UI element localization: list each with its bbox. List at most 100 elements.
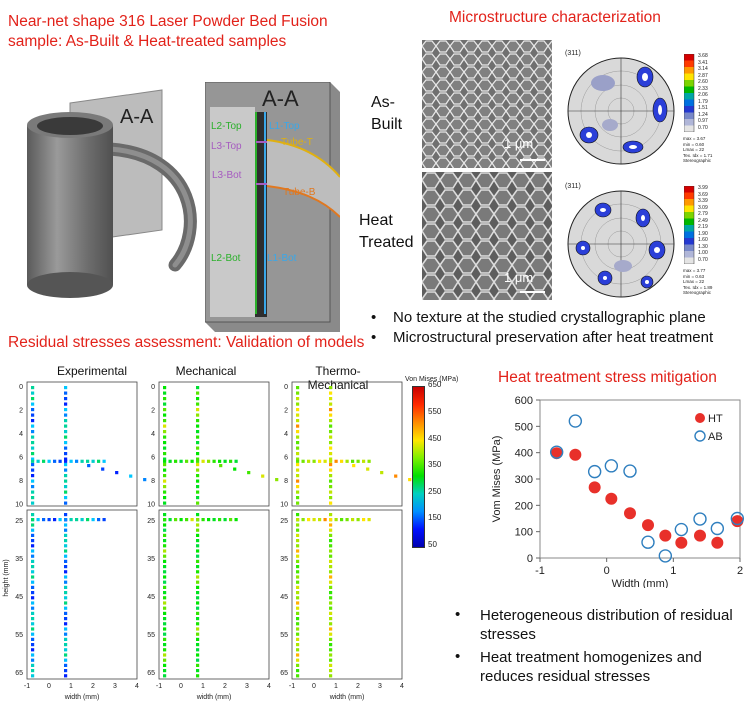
micro-bullet-1: • No texture at the studied crystallograp… xyxy=(371,309,706,326)
map-point xyxy=(296,596,300,600)
map-point xyxy=(31,533,35,537)
mug-cad-model xyxy=(27,89,197,298)
pole-figure-heat-treated xyxy=(567,190,675,298)
map-point xyxy=(64,663,68,667)
map-point xyxy=(163,596,167,600)
y-tick-label: 200 xyxy=(515,500,533,512)
map-point xyxy=(329,513,333,517)
map-point xyxy=(296,479,300,483)
map-point xyxy=(91,518,95,522)
pf2-stat-1: min = 0.63 xyxy=(683,273,705,279)
map-point xyxy=(329,490,333,494)
map-xtick: 2 xyxy=(91,683,95,690)
map-point xyxy=(329,386,333,390)
map-point xyxy=(329,575,333,579)
map-point xyxy=(296,539,300,543)
map-point xyxy=(307,518,311,522)
map-point xyxy=(64,539,68,543)
map-point xyxy=(196,539,200,543)
map-point xyxy=(329,611,333,615)
map-point xyxy=(296,658,300,662)
map-point xyxy=(64,474,68,478)
map-point xyxy=(329,408,333,412)
map-point xyxy=(163,435,167,439)
map-point xyxy=(163,627,167,631)
map-point xyxy=(64,496,68,500)
map-point xyxy=(163,513,167,517)
map-point xyxy=(212,459,216,463)
label-l1-top: L1-Top xyxy=(269,121,300,132)
map-xtick: 4 xyxy=(400,683,404,690)
map-point xyxy=(115,471,119,475)
map-point xyxy=(163,485,167,489)
map-ytick-top: 4 xyxy=(19,431,23,438)
map-point xyxy=(31,554,35,558)
map-point xyxy=(196,580,200,584)
map-point xyxy=(69,518,73,522)
map-point xyxy=(64,490,68,494)
map-point xyxy=(329,669,333,673)
map-point xyxy=(351,459,355,463)
map-point xyxy=(64,533,68,537)
pf2-scale: 3.99 3.69 3.39 3.09 2.79 2.49 2.19 1.90 … xyxy=(698,185,708,263)
map-point xyxy=(296,513,300,517)
map-point xyxy=(163,459,167,463)
map-point xyxy=(31,441,35,445)
map-ytick-bottom: 35 xyxy=(15,556,23,563)
vm-tick-350: 350 xyxy=(428,460,442,469)
pf2-scale-0: 3.99 xyxy=(698,185,708,191)
map-point xyxy=(64,549,68,553)
y-axis-label: Vom Mises (MPa) xyxy=(491,436,503,523)
map-ytick-top: 8 xyxy=(19,478,23,485)
label-l3-bot: L3-Bot xyxy=(212,170,242,181)
map-point xyxy=(296,622,300,626)
map-point xyxy=(340,459,344,463)
map-point xyxy=(196,653,200,657)
map-point xyxy=(296,559,300,563)
map-ytick-top: 10 xyxy=(147,502,155,509)
map-point xyxy=(31,485,35,489)
map-point xyxy=(163,617,167,621)
y-tick-label: 0 xyxy=(527,553,533,565)
map-point xyxy=(64,622,68,626)
pf1-scale-11: 0.70 xyxy=(698,124,708,131)
map-point xyxy=(31,570,35,574)
map-ytick-bottom: 35 xyxy=(280,556,288,563)
map-point xyxy=(196,386,200,390)
map-point xyxy=(163,622,167,626)
section-label-large: A-A xyxy=(262,86,299,111)
map-point xyxy=(64,611,68,615)
map-point xyxy=(296,402,300,406)
map-ytick-bottom: 65 xyxy=(15,670,23,677)
map-point xyxy=(31,457,35,461)
map-point xyxy=(163,544,167,548)
map-point xyxy=(196,408,200,412)
pf1-scale-7: 1.79 xyxy=(698,98,708,105)
map-point xyxy=(196,419,200,423)
micro-bullet-1-text: No texture at the studied crystallograph… xyxy=(393,309,706,326)
heat-treated-line2: Treated xyxy=(359,234,414,251)
map-point xyxy=(296,391,300,395)
map-point xyxy=(31,452,35,456)
map-point xyxy=(196,496,200,500)
residual-title: Residual stresses assessment: Validation… xyxy=(8,334,365,351)
map-point xyxy=(163,397,167,401)
y-tick-label: 100 xyxy=(515,527,533,539)
map-point xyxy=(163,539,167,543)
map-ylabel: height (mm) xyxy=(3,559,10,596)
x-tick-label: -1 xyxy=(535,565,545,577)
map-point xyxy=(296,575,300,579)
map-point xyxy=(53,459,57,463)
map-point xyxy=(64,424,68,428)
label-l2-top: L2-Top xyxy=(211,121,242,132)
map-point xyxy=(31,459,35,463)
micro-bullet-2-text: Microstructural preservation after heat … xyxy=(393,329,714,346)
map-point xyxy=(168,518,172,522)
map-point xyxy=(64,446,68,450)
panel-title-thermo: Thermo-Mechanical xyxy=(307,364,369,392)
map-frame-bottom xyxy=(291,509,403,680)
map-point xyxy=(58,518,62,522)
map-point xyxy=(163,408,167,412)
map-ytick-top: 6 xyxy=(151,455,155,462)
map-xlabel: width (mm) xyxy=(329,694,365,701)
